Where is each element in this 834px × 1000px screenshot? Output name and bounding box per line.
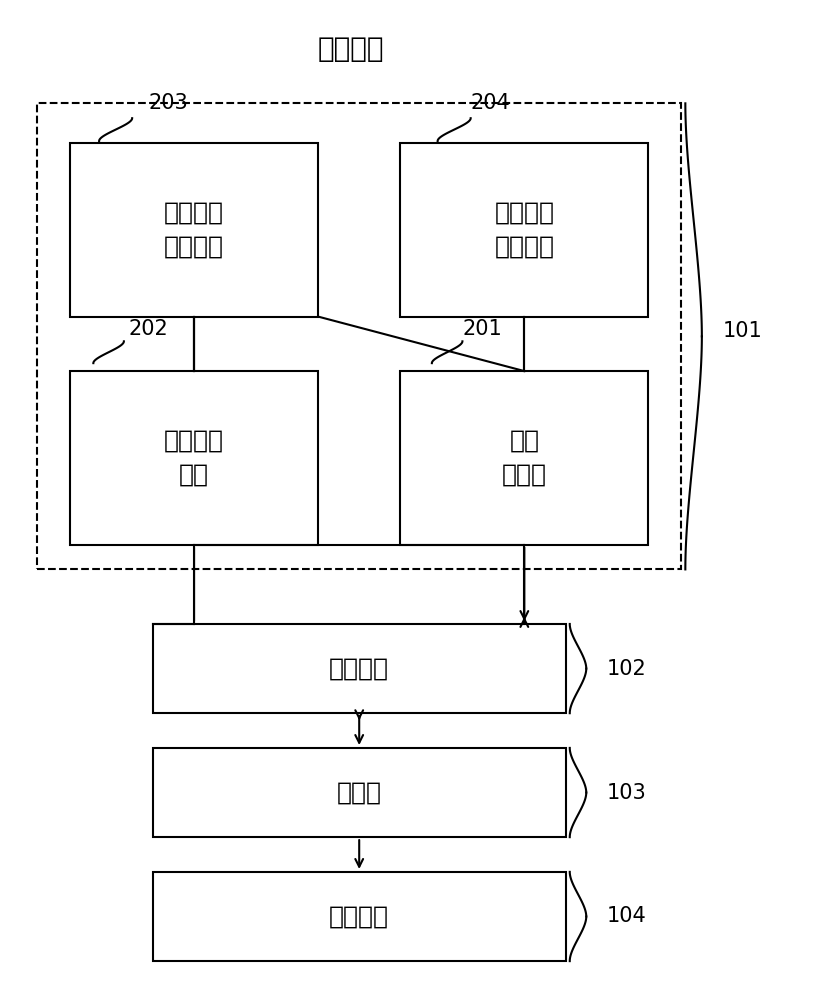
Bar [153, 624, 565, 713]
Text: 203: 203 [148, 93, 188, 113]
Text: 制冷系统: 制冷系统 [329, 904, 389, 928]
Text: 处理单元: 处理单元 [329, 657, 389, 681]
Text: 202: 202 [128, 319, 168, 339]
Text: 103: 103 [607, 783, 646, 803]
Text: 104: 104 [607, 906, 646, 926]
Bar [400, 371, 648, 545]
Text: 102: 102 [607, 659, 646, 679]
Text: 滤光片切
换器: 滤光片切 换器 [164, 429, 224, 487]
Text: 第二摄像
头滤光片: 第二摄像 头滤光片 [495, 201, 555, 259]
Bar [400, 143, 648, 317]
Text: 201: 201 [462, 319, 502, 339]
Text: 204: 204 [470, 93, 510, 113]
Text: 温控板: 温控板 [337, 781, 382, 805]
Text: 光线
传感器: 光线 传感器 [502, 429, 547, 487]
Text: 101: 101 [722, 321, 762, 341]
Bar [70, 371, 318, 545]
Bar [153, 872, 565, 961]
Bar [153, 748, 565, 837]
Bar [38, 103, 681, 569]
Text: 第一摄像
头滤光片: 第一摄像 头滤光片 [164, 201, 224, 259]
Bar [70, 143, 318, 317]
Text: 摄像单元: 摄像单元 [318, 35, 384, 63]
